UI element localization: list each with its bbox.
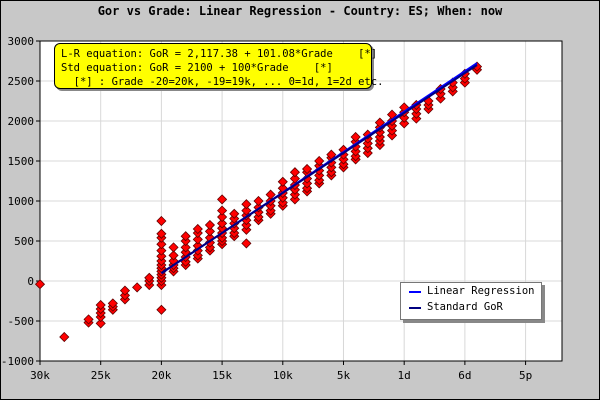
y-tick-label: 2500 [8, 75, 35, 88]
data-point [95, 318, 106, 329]
data-point [217, 194, 228, 205]
data-point [277, 176, 288, 187]
data-point [34, 279, 46, 290]
data-point [350, 131, 361, 143]
data-point [156, 251, 167, 262]
data-point [192, 223, 203, 235]
data-point [156, 228, 167, 239]
data-point [156, 215, 167, 227]
data-point [241, 199, 252, 210]
equation-line-2: Std equation: GoR = 2100 + 100*Grade [*] [61, 62, 333, 74]
legend-swatch-standard [409, 307, 421, 309]
y-tick-label: -1000 [1, 355, 34, 368]
data-point [204, 226, 216, 237]
y-tick-label: 0 [27, 275, 34, 288]
data-point [399, 118, 410, 129]
data-point [156, 239, 167, 250]
y-tick-label: 1500 [8, 155, 35, 168]
chart-title: Gor vs Grade: Linear Regression - Countr… [97, 4, 503, 18]
x-tick-label: 25k [91, 369, 111, 382]
x-tick-label: 1d [398, 369, 411, 382]
data-point [289, 173, 300, 184]
legend-label-regression: Linear Regression [427, 285, 535, 297]
legend-item-regression: Linear Regression [401, 283, 541, 299]
equation-line-3: [*] : Grade -20=20k, -19=19k, ... 0=1d, … [61, 76, 384, 88]
data-point [180, 231, 191, 242]
data-point [217, 205, 228, 216]
y-tick-label: -500 [8, 315, 35, 328]
x-tick-label: 5p [519, 369, 532, 382]
x-tick-label: 30k [30, 369, 50, 382]
data-point [59, 331, 70, 343]
data-point [107, 298, 118, 309]
legend: Linear Regression Standard GoR [400, 282, 542, 320]
data-point [132, 282, 143, 293]
data-point [217, 211, 228, 223]
x-tick-label: 10k [273, 369, 293, 382]
x-tick-label: 15k [212, 369, 232, 382]
legend-swatch-regression [409, 291, 421, 293]
data-point [265, 189, 276, 200]
legend-item-standard: Standard GoR [401, 299, 541, 315]
data-point [156, 304, 167, 315]
data-point [253, 195, 264, 207]
equation-line-1: L-R equation: GoR = 2,117.38 + 101.08*Gr… [61, 48, 378, 60]
data-point [229, 208, 240, 219]
equation-box: L-R equation: GoR = 2,117.38 + 101.08*Gr… [54, 43, 384, 89]
data-point [119, 285, 131, 296]
x-tick-label: 20k [151, 369, 171, 382]
data-point [156, 245, 167, 256]
data-point [204, 219, 216, 231]
y-tick-label: 3000 [8, 35, 35, 48]
y-tick-label: 1000 [8, 195, 35, 208]
y-tick-label: 500 [14, 235, 34, 248]
legend-label-standard: Standard GoR [427, 301, 503, 313]
x-tick-label: 5k [337, 369, 351, 382]
data-point [289, 167, 300, 178]
standard-line [160, 64, 478, 274]
data-point [168, 250, 179, 261]
data-point [241, 238, 252, 249]
data-point [180, 242, 191, 253]
data-point [168, 242, 179, 253]
x-tick-label: 6d [458, 369, 471, 382]
data-point [302, 163, 313, 175]
data-point [241, 205, 252, 216]
data-point [192, 234, 203, 245]
y-tick-label: 2000 [8, 115, 35, 128]
data-point [95, 299, 106, 311]
data-point [217, 218, 228, 229]
data-point [83, 314, 94, 325]
data-point [144, 272, 155, 283]
data-point [314, 155, 325, 167]
